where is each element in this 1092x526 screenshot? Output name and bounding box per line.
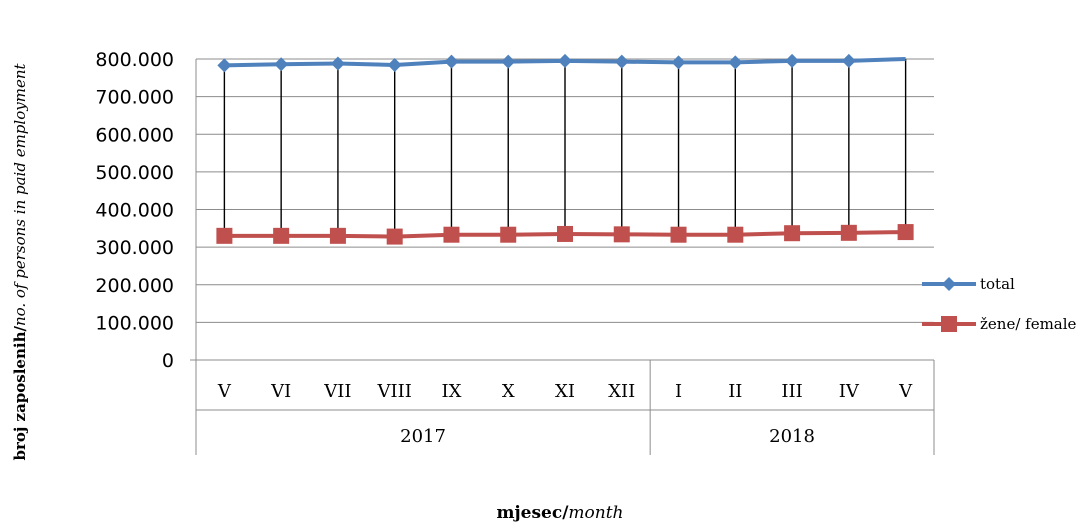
data-point [329, 227, 346, 244]
data-point [613, 226, 630, 243]
data-point [330, 56, 345, 71]
data-point [727, 226, 744, 243]
data-point [443, 226, 460, 243]
legend-marker [942, 277, 956, 291]
y-tick-label: 300.000 [95, 237, 174, 259]
y-axis-ticks: 0 100.000 200.000 300.000 400.000 500.000 600.… [95, 49, 174, 372]
y-tick-label: 500.000 [95, 162, 174, 184]
data-point [670, 226, 687, 243]
x-tick-label: IV [839, 381, 860, 402]
group-label: 2017 [400, 426, 446, 447]
legend-label: žene/ female [980, 315, 1077, 333]
x-tick-label: VIII [377, 381, 412, 402]
data-point [386, 228, 403, 245]
data-point [557, 225, 573, 242]
data-point [444, 54, 459, 69]
data-point [274, 57, 289, 72]
y-tick-label: 800.000 [95, 49, 174, 71]
data-point [841, 53, 856, 68]
y-tick-label: 0 [162, 350, 174, 372]
series-layer [216, 53, 914, 245]
x-tick-label: IX [441, 381, 461, 402]
x-tick-label: III [781, 381, 802, 402]
data-point [217, 58, 232, 73]
y-tick-label: 400.000 [95, 200, 174, 222]
y-tick-label: 200.000 [95, 275, 174, 297]
x-axis-label: mjesec/month [497, 503, 624, 523]
y-tick-label: 700.000 [95, 87, 174, 109]
x-tick-label: V [217, 381, 232, 402]
data-point [387, 58, 402, 73]
x-tick-label: X [502, 381, 515, 402]
data-point [728, 55, 743, 70]
x-axis-label-bold: mjesec/ [497, 503, 570, 523]
y-axis-label: broj zaposlenih/no. of persons in paid e… [11, 63, 29, 461]
legend-marker [941, 316, 957, 332]
x-tick-label: I [675, 381, 682, 402]
x-tick-label: VII [323, 381, 351, 402]
data-point [500, 226, 517, 243]
data-point [501, 54, 516, 69]
axes [190, 59, 934, 361]
drop-lines [223, 59, 907, 237]
x-tick-label: XI [555, 381, 575, 402]
data-point [216, 227, 233, 244]
data-point [671, 55, 686, 70]
x-tick-label: II [728, 381, 742, 402]
series-total [217, 53, 906, 73]
y-axis-label-bold: broj zaposlenih/ [11, 326, 29, 461]
data-point [840, 224, 857, 241]
data-point [897, 224, 914, 241]
data-point [558, 53, 572, 68]
data-point [784, 225, 801, 242]
y-tick-label: 600.000 [95, 124, 174, 146]
group-label: 2018 [769, 426, 815, 447]
legend-label: total [980, 275, 1015, 293]
data-point [785, 53, 800, 68]
y-tick-label: 100.000 [95, 312, 174, 334]
x-tick-label: V [898, 381, 913, 402]
x-tick-label: VI [270, 381, 291, 402]
data-point [614, 54, 629, 69]
series-female [216, 224, 914, 245]
y-axis-label-italic: no. of persons in paid employment [11, 63, 29, 327]
legend: total žene/ female [922, 275, 1077, 333]
x-tick-label: XII [608, 381, 635, 402]
x-axis-label-italic: month [568, 503, 623, 523]
data-point [273, 227, 290, 244]
